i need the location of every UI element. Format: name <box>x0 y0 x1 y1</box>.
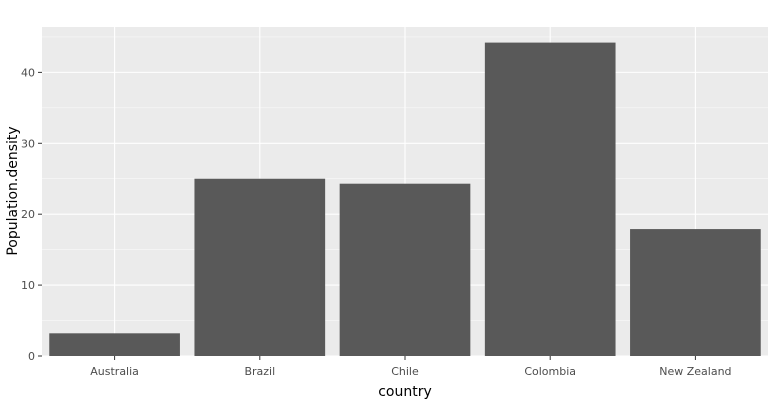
x-tick-label: Brazil <box>244 365 275 378</box>
bar-colombia <box>484 42 616 357</box>
bar-new-zealand <box>630 229 761 356</box>
x-tick-label: Australia <box>90 365 139 378</box>
y-tick-label: 0 <box>28 350 35 363</box>
x-axis-title: country <box>378 384 432 400</box>
y-tick-label: 40 <box>21 66 35 79</box>
x-axis-ticks: Australia Brazil Chile Colombia New Zealand <box>90 356 732 378</box>
x-tick-label: Chile <box>391 365 419 378</box>
bar-australia <box>49 333 180 356</box>
x-tick-label: Colombia <box>524 365 576 378</box>
bar-chile <box>339 183 471 356</box>
y-tick-label: 10 <box>21 279 35 292</box>
y-axis-ticks: 0 10 20 30 40 <box>21 66 42 363</box>
bar-brazil <box>194 178 326 356</box>
y-tick-label: 30 <box>21 137 35 150</box>
grid-lines <box>42 27 768 357</box>
bars <box>49 42 761 357</box>
x-tick-label: New Zealand <box>659 365 731 378</box>
y-tick-label: 20 <box>21 208 35 221</box>
y-axis-title: Population.density <box>5 126 21 255</box>
